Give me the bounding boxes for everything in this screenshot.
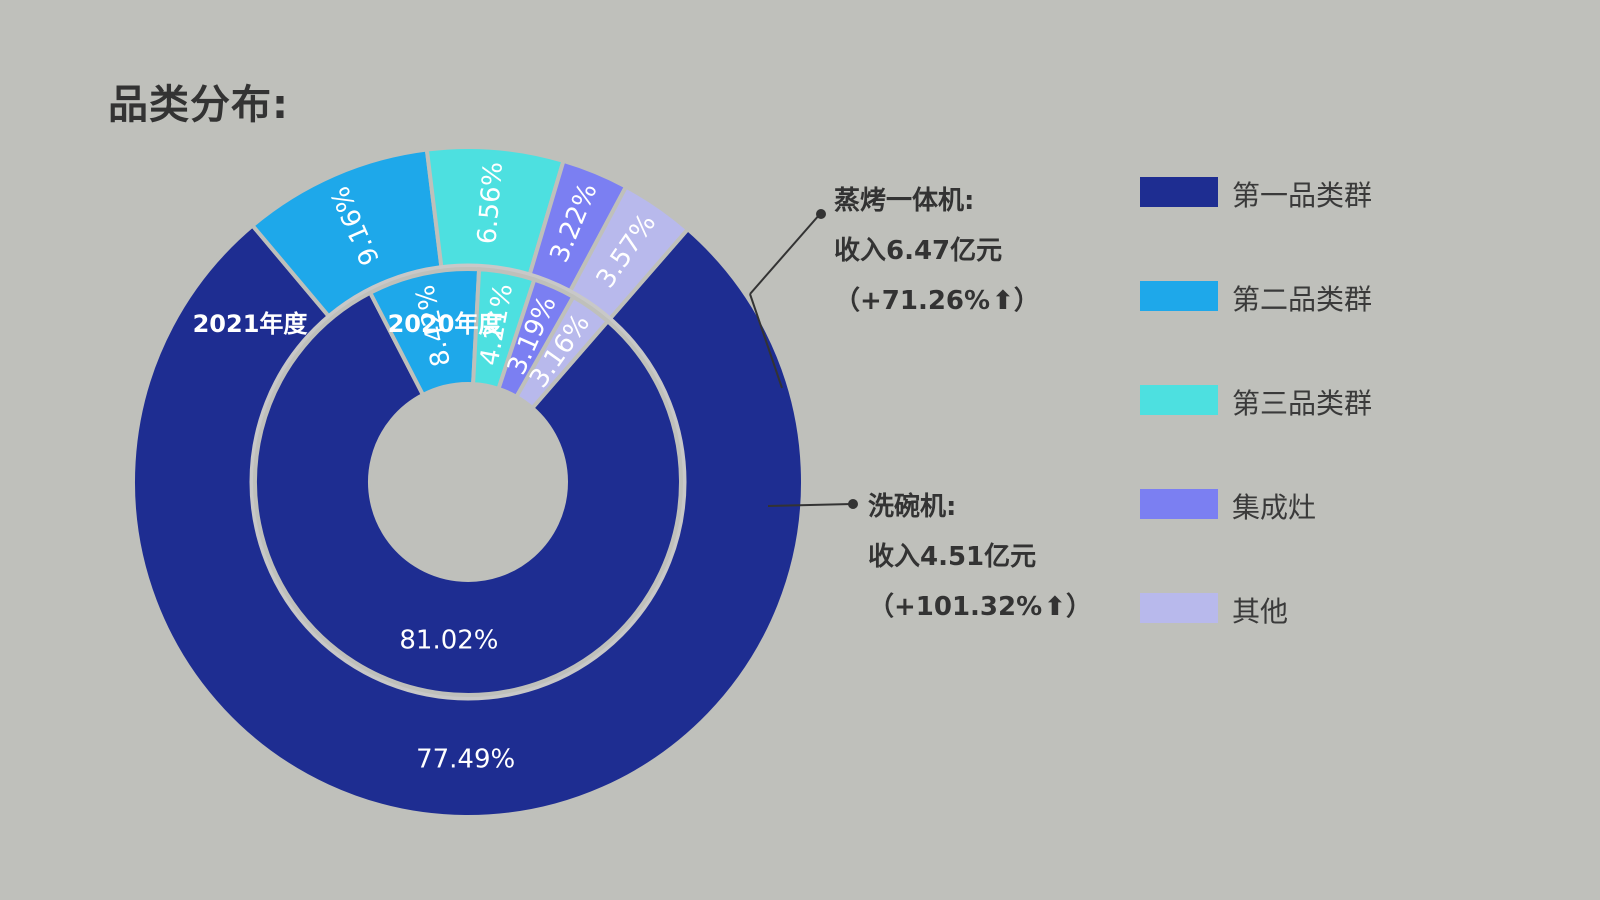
- legend-label: 其他: [1232, 595, 1289, 628]
- legend-swatch: [1140, 593, 1218, 623]
- callout-steam-oven-revenue: 收入6.47亿元: [834, 236, 1003, 266]
- callout-steam-oven-growth-close: ）: [1013, 286, 1040, 316]
- up-arrow-icon: ⬆: [992, 286, 1014, 316]
- series-label-2020: 2020年度: [388, 310, 504, 338]
- leader-line-steam-oven-2: [749, 213, 821, 295]
- legend-label: 集成灶: [1232, 491, 1317, 524]
- legend-swatch: [1140, 385, 1218, 415]
- label-2021年度-third-group: 6.56%: [472, 161, 509, 246]
- callout-dishwasher-title: 洗碗机:: [868, 492, 957, 522]
- legend-label: 第三品类群: [1232, 387, 1373, 420]
- series-label-2021: 2021年度: [193, 310, 309, 338]
- callout-steam-oven: 蒸烤一体机: 收入6.47亿元 （+71.26%⬆）: [834, 176, 1040, 326]
- legend-label: 第二品类群: [1232, 283, 1373, 316]
- leader-line-steam-oven: [749, 293, 783, 389]
- callout-leaders: [749, 209, 858, 509]
- legend-label: 第一品类群: [1232, 179, 1373, 212]
- up-arrow-icon: ⬆: [1044, 592, 1066, 622]
- callout-dishwasher-growth-text: （+101.32%: [868, 592, 1043, 622]
- leader-dot-dishwasher: [848, 499, 858, 509]
- callout-steam-oven-title: 蒸烤一体机:: [834, 186, 975, 216]
- ring-separator: [249, 263, 687, 701]
- inner-ring-2020: [249, 263, 687, 701]
- donut-hole: [370, 384, 566, 580]
- callout-steam-oven-growth: （+71.26%⬆）: [834, 276, 1040, 326]
- legend-swatch: [1140, 281, 1218, 311]
- legend-swatch: [1140, 489, 1218, 519]
- legend-swatch: [1140, 177, 1218, 207]
- leader-line-dishwasher: [767, 503, 853, 507]
- callout-dishwasher-growth-close: ）: [1065, 592, 1092, 622]
- callout-dishwasher-growth: （+101.32%⬆）: [868, 582, 1092, 632]
- callout-dishwasher: 洗碗机: 收入4.51亿元 （+101.32%⬆）: [868, 482, 1092, 632]
- callout-dishwasher-revenue: 收入4.51亿元: [868, 542, 1037, 572]
- page-title: 品类分布:: [108, 82, 289, 128]
- label-2020年度-first-group: 81.02%: [399, 625, 498, 655]
- callout-steam-oven-growth-text: （+71.26%: [834, 286, 991, 316]
- leader-dot-steam-oven: [816, 209, 826, 219]
- label-2021年度-first-group: 77.49%: [416, 744, 515, 774]
